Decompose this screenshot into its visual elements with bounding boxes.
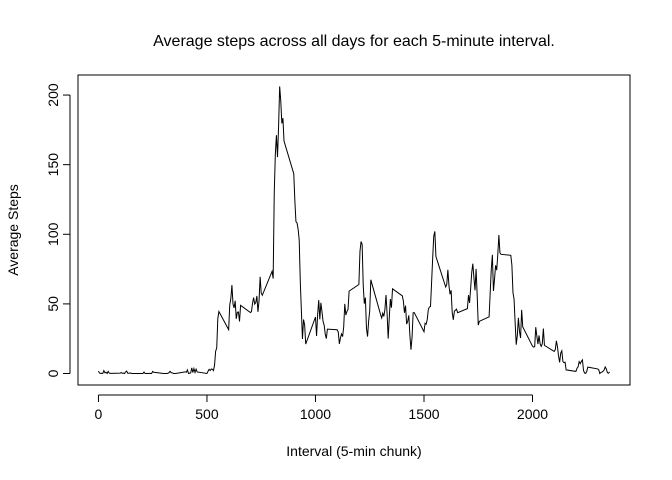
y-axis-label: Average Steps [5,184,21,276]
x-tick-label: 1500 [408,406,439,422]
x-tick-label: 0 [95,406,103,422]
chart-title: Average steps across all days for each 5… [153,33,555,50]
y-tick-label: 0 [45,369,61,377]
y-tick-label: 150 [45,153,61,177]
y-tick-label: 50 [45,296,61,312]
x-axis-label: Interval (5-min chunk) [286,443,421,459]
y-tick-label: 200 [45,83,61,107]
y-tick-label: 100 [45,222,61,246]
data-line [98,86,610,375]
x-tick-label: 500 [195,406,219,422]
x-tick-label: 1000 [300,406,331,422]
x-tick-label: 2000 [517,406,548,422]
plot-frame [77,74,631,386]
